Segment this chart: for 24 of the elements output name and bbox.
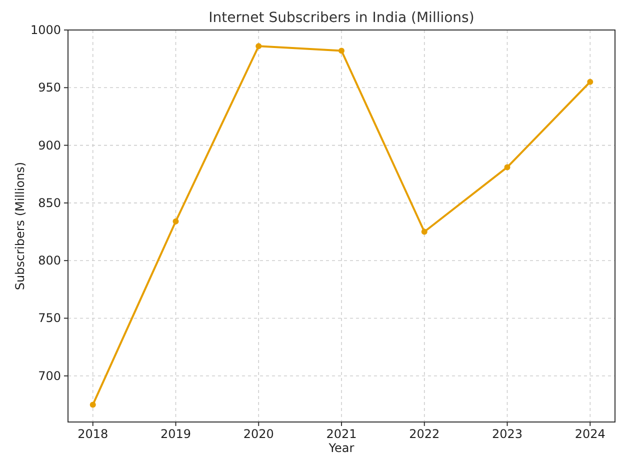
y-tick-label: 950 — [38, 80, 61, 95]
x-tick-label: 2023 — [492, 427, 523, 441]
x-tick-label: 2018 — [78, 427, 108, 441]
y-axis-title: Subscribers (Millions) — [13, 162, 27, 290]
point — [504, 164, 510, 170]
y-tick-label: 800 — [38, 254, 61, 268]
point — [172, 218, 179, 224]
x-tick-label: 2020 — [243, 427, 274, 441]
y-tick-label: 850 — [38, 196, 61, 210]
point — [338, 48, 344, 54]
point — [421, 228, 428, 235]
x-tick-label: 2021 — [326, 427, 357, 441]
chart-title: Internet Subscribers in India (Millions) — [208, 10, 474, 26]
x-tick-label: 2019 — [160, 427, 192, 441]
y-tick-label: 750 — [38, 311, 61, 326]
point — [256, 43, 262, 50]
y-tick-label: 700 — [38, 368, 61, 383]
x-axis-title: Year — [328, 441, 354, 454]
point — [90, 402, 96, 408]
y-tick-label: 1000 — [30, 23, 61, 37]
y-tick-label: 900 — [38, 138, 61, 152]
point — [587, 78, 594, 85]
x-tick-label: 2022 — [409, 427, 440, 441]
x-tick-label: 2024 — [574, 427, 606, 441]
